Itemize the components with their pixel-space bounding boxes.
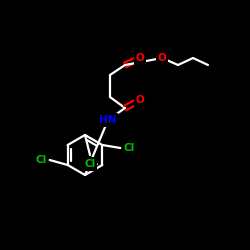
Text: Cl: Cl [35, 155, 46, 165]
Text: Cl: Cl [84, 159, 96, 169]
Text: Cl: Cl [124, 143, 135, 153]
Text: O: O [136, 53, 144, 63]
Text: O: O [136, 95, 144, 105]
Text: HN: HN [99, 115, 117, 125]
Text: O: O [158, 53, 166, 63]
